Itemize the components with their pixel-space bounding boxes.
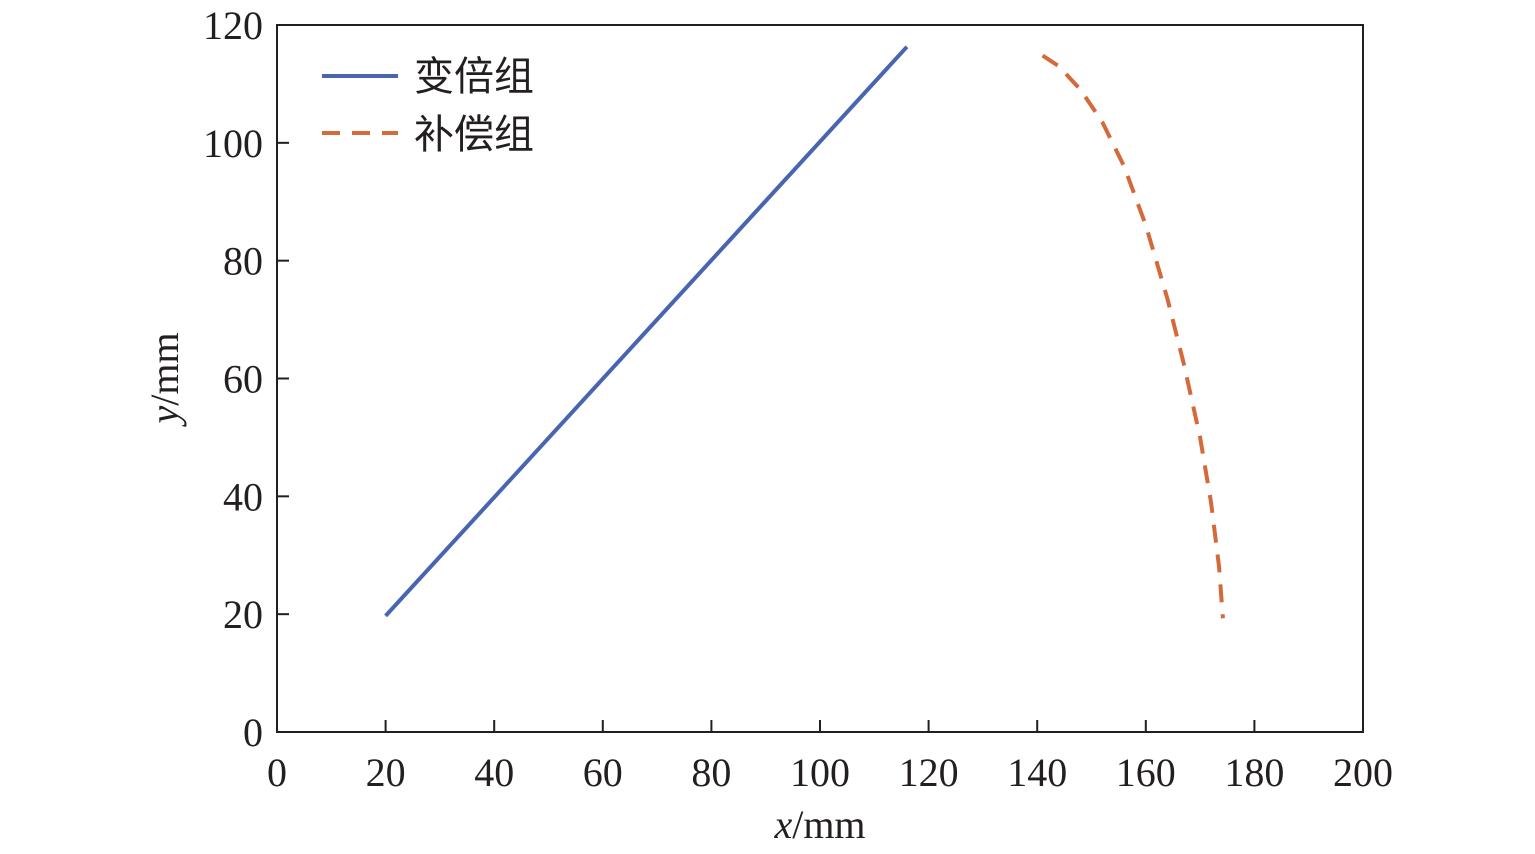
x-axis-unit: /mm	[792, 802, 865, 847]
y-axis-ticks: 0 20 40 60 80 100 120	[203, 3, 289, 755]
x-tick-label: 20	[366, 750, 406, 795]
x-axis-ticks: 0 20 40 60 80 100 120 140 160 180 200	[267, 720, 1393, 795]
y-tick-label: 120	[203, 3, 263, 48]
y-axis-unit: /mm	[142, 332, 187, 405]
y-tick-label: 80	[223, 239, 263, 284]
y-tick-label: 100	[203, 121, 263, 166]
x-tick-label: 40	[474, 750, 514, 795]
x-tick-label: 180	[1224, 750, 1284, 795]
legend: 变倍组 补偿组	[322, 54, 534, 158]
x-tick-label: 160	[1116, 750, 1176, 795]
series-line-compensation-group	[1041, 53, 1225, 619]
y-axis-variable: y	[142, 406, 187, 428]
y-tick-label: 40	[223, 474, 263, 519]
x-tick-label: 140	[1007, 750, 1067, 795]
x-axis-label: x/mm	[773, 802, 865, 847]
x-tick-label: 100	[790, 750, 850, 795]
series-line-zoom-group	[384, 45, 909, 618]
x-axis-variable: x	[773, 802, 792, 847]
x-tick-label: 80	[691, 750, 731, 795]
y-tick-label: 0	[243, 710, 263, 755]
y-tick-label: 20	[223, 592, 263, 637]
x-tick-label: 60	[583, 750, 623, 795]
x-tick-label: 120	[899, 750, 959, 795]
y-tick-label: 60	[223, 357, 263, 402]
legend-label-compensation-group: 补偿组	[414, 112, 534, 158]
legend-label-zoom-group: 变倍组	[414, 54, 534, 100]
series-layer	[384, 45, 1225, 619]
x-tick-label: 0	[267, 750, 287, 795]
y-axis-label: y/mm	[142, 332, 187, 427]
x-tick-label: 200	[1333, 750, 1393, 795]
